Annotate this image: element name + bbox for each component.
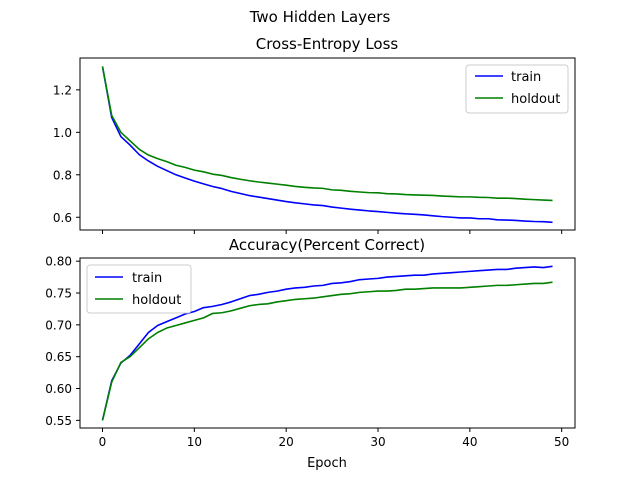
accuracy-y-tick-label: 0.80 bbox=[45, 255, 72, 269]
accuracy-x-axis-label: Epoch bbox=[307, 456, 347, 471]
loss-chart-title: Cross-Entropy Loss bbox=[256, 35, 399, 53]
accuracy-y-axis: 0.55 0.60 0.65 0.70 0.75 0.80 bbox=[45, 255, 80, 428]
loss-y-tick-label: 0.6 bbox=[53, 211, 72, 225]
loss-legend-holdout-label: holdout bbox=[511, 92, 560, 107]
loss-legend: train holdout bbox=[465, 64, 569, 114]
accuracy-x-tick-label: 0 bbox=[99, 435, 107, 449]
loss-legend-box bbox=[465, 64, 569, 114]
accuracy-y-tick-label: 0.75 bbox=[45, 287, 72, 301]
accuracy-chart-title: Accuracy(Percent Correct) bbox=[229, 236, 425, 254]
accuracy-legend-train-label: train bbox=[132, 271, 162, 286]
accuracy-legend: train holdout bbox=[86, 264, 192, 314]
accuracy-series-line-holdout bbox=[101, 281, 553, 421]
accuracy-x-tick-label: 30 bbox=[370, 435, 385, 449]
loss-legend-train-label: train bbox=[511, 70, 541, 85]
accuracy-y-tick-label: 0.70 bbox=[45, 318, 72, 332]
accuracy-y-tick-label: 0.60 bbox=[45, 382, 72, 396]
loss-series-group bbox=[101, 66, 553, 224]
accuracy-x-tick-label: 50 bbox=[554, 435, 569, 449]
accuracy-legend-holdout-label: holdout bbox=[132, 293, 181, 308]
accuracy-series-group bbox=[101, 265, 553, 421]
loss-series-line-holdout bbox=[101, 66, 553, 202]
accuracy-x-tick-label: 20 bbox=[279, 435, 294, 449]
accuracy-axes-frame bbox=[79, 257, 576, 429]
loss-y-axis: 0.6 0.8 1.0 1.2 bbox=[53, 83, 80, 225]
loss-y-tick-label: 1.2 bbox=[53, 83, 72, 97]
accuracy-panel: Accuracy(Percent Correct) 0 10 20 30 40 50 0.… bbox=[45, 236, 576, 471]
loss-y-tick-label: 0.8 bbox=[53, 168, 72, 182]
accuracy-x-tick-label: 40 bbox=[462, 435, 477, 449]
figure-suptitle: Two Hidden Layers bbox=[249, 8, 391, 26]
accuracy-y-tick-label: 0.55 bbox=[45, 414, 72, 428]
accuracy-y-tick-label: 0.65 bbox=[45, 350, 72, 364]
accuracy-x-axis: 0 10 20 30 40 50 bbox=[99, 428, 569, 449]
loss-x-axis bbox=[102, 230, 563, 234]
accuracy-series-line-train bbox=[101, 265, 553, 421]
loss-panel: Cross-Entropy Loss 0.6 0.8 1.0 1.2 train ho… bbox=[53, 35, 576, 234]
accuracy-x-tick-label: 10 bbox=[187, 435, 202, 449]
loss-axes-frame bbox=[79, 57, 576, 231]
loss-series-line-train bbox=[101, 66, 553, 224]
loss-y-tick-label: 1.0 bbox=[53, 126, 72, 140]
